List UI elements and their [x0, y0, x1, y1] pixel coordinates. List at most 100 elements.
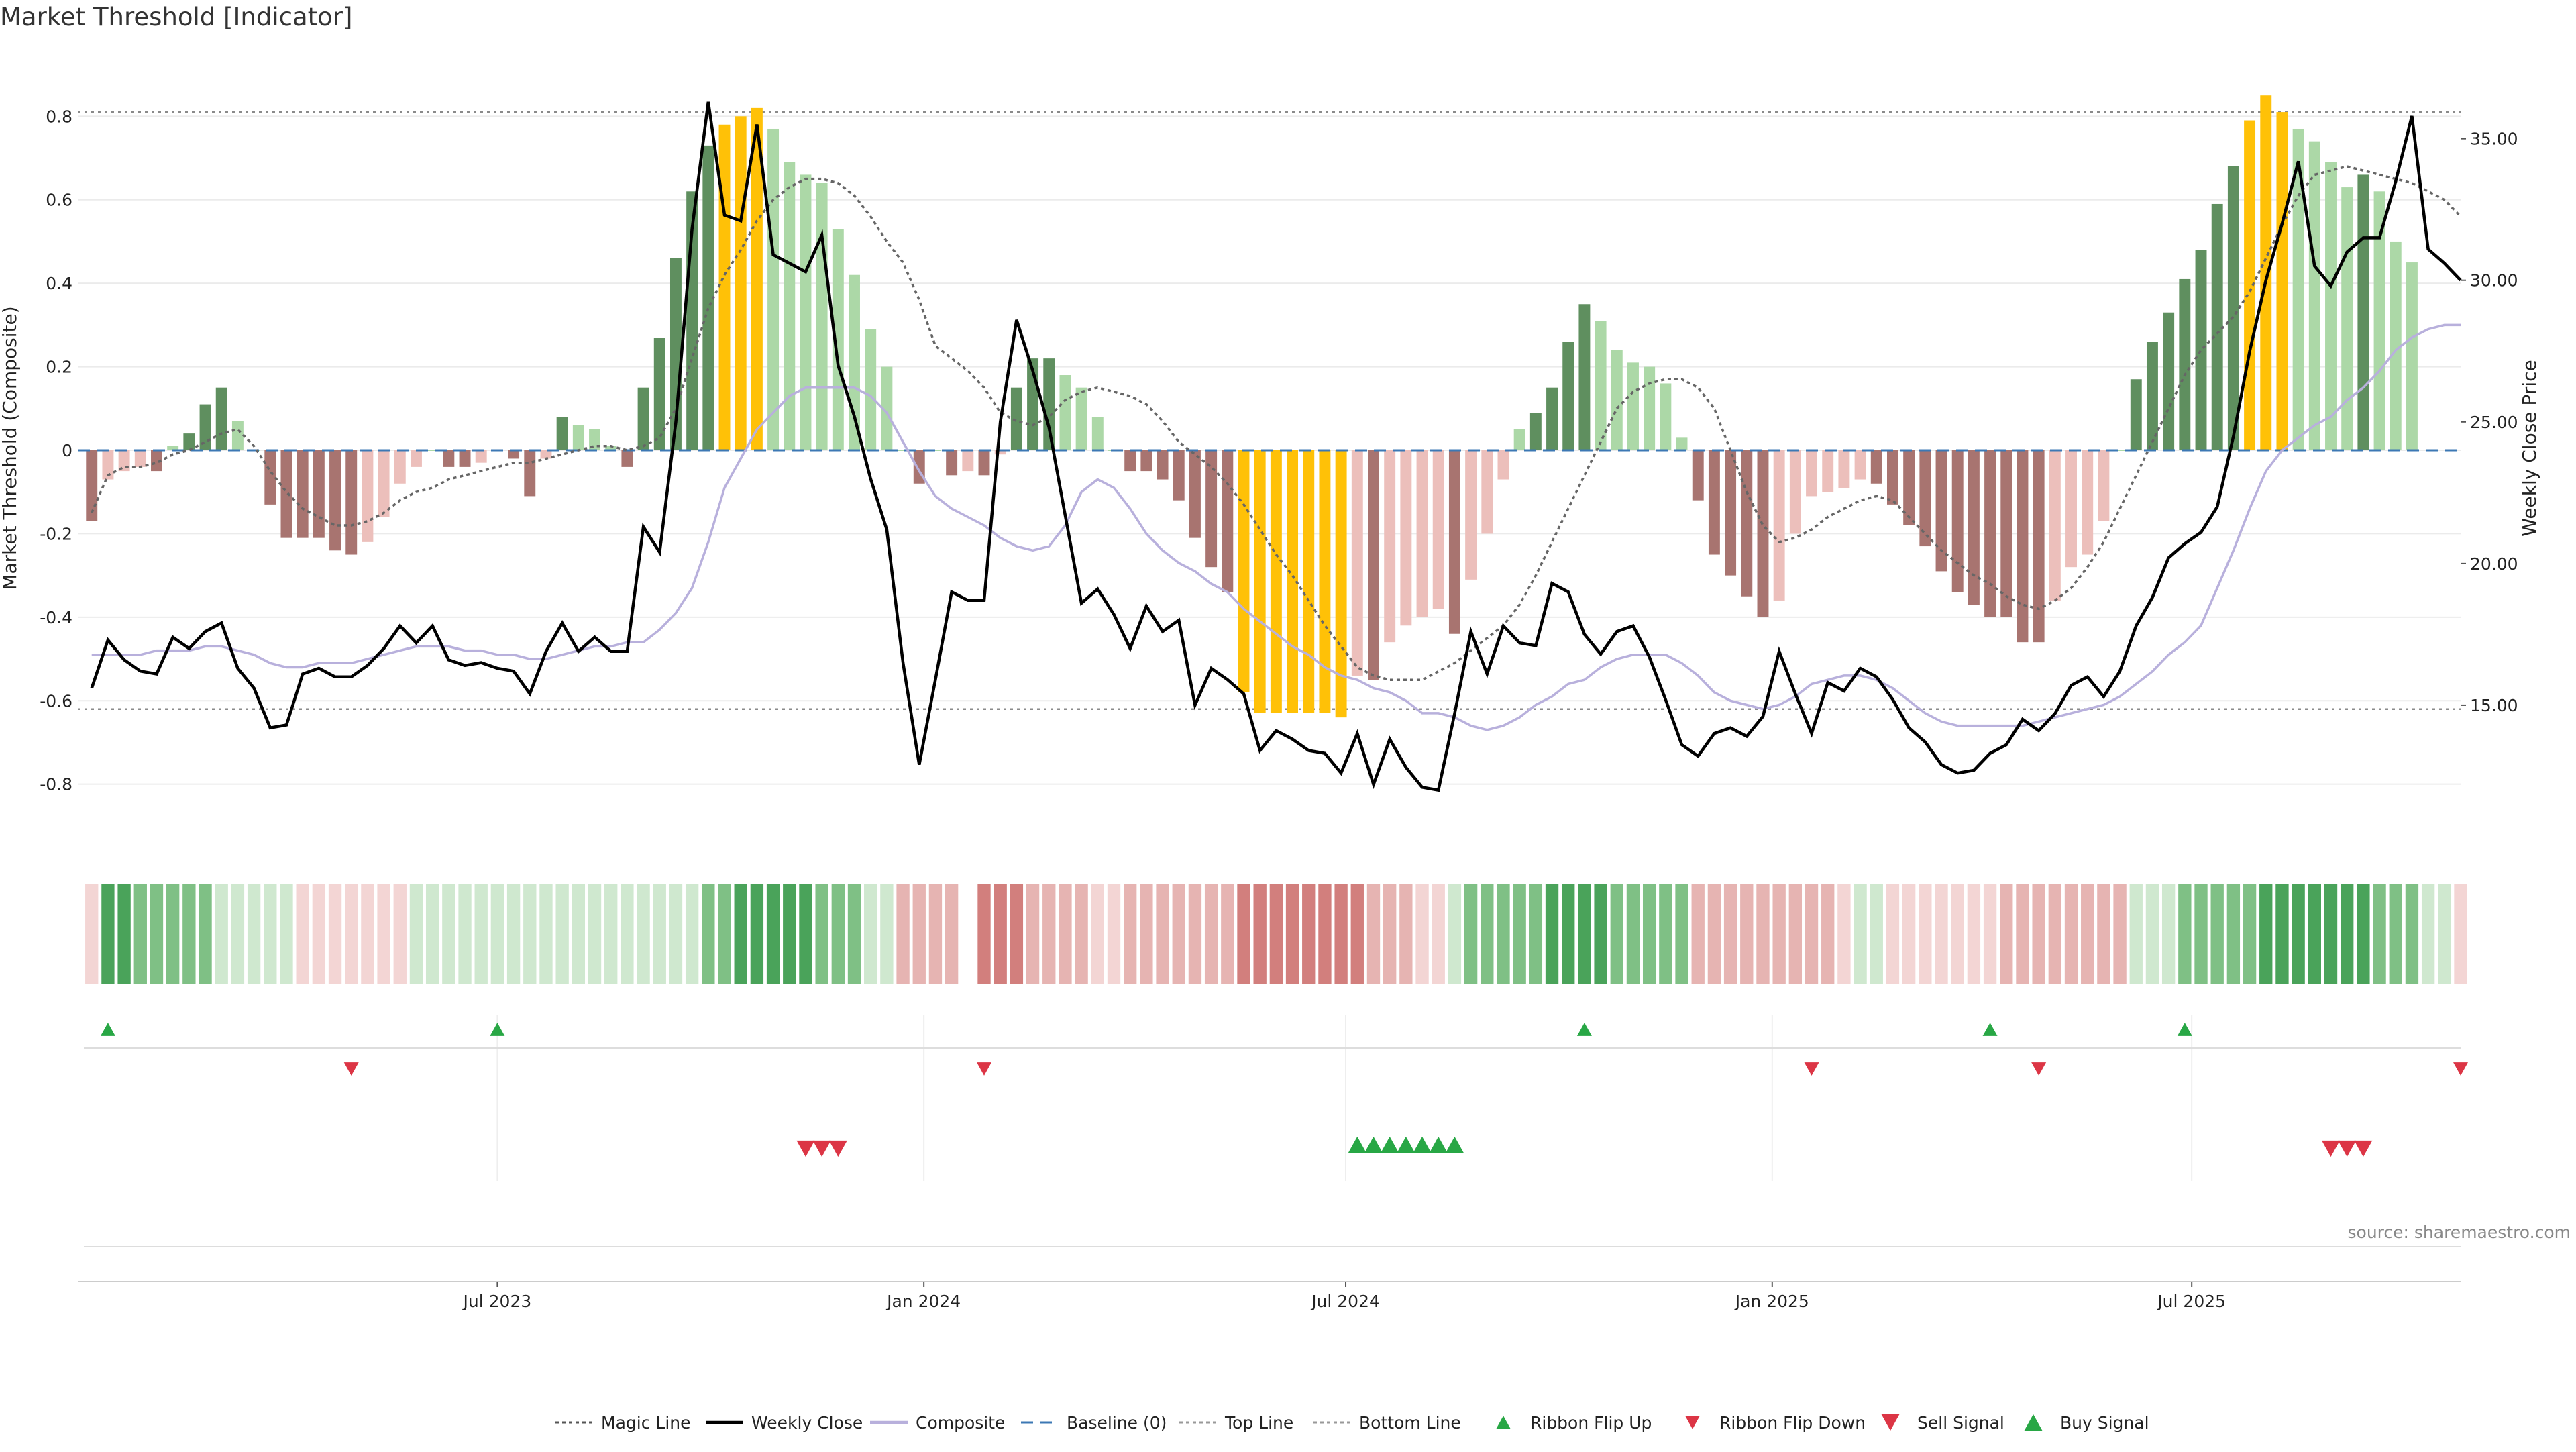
ribbon-cell	[880, 884, 894, 984]
ribbon-cell	[1626, 884, 1640, 984]
ribbon-cell	[199, 884, 212, 984]
ribbon-cell	[2373, 884, 2386, 984]
ribbon-cell	[1269, 884, 1283, 984]
composite-bar	[946, 450, 958, 476]
composite-bar	[1157, 450, 1169, 480]
composite-bar	[1806, 450, 1817, 497]
axes: -0.8 -0.6 -0.4 -0.2 0 0.2 0.4 0.6 0.8 15.00 20.00 2…	[40, 107, 2518, 794]
ribbon-cell	[1805, 884, 1819, 984]
buy-signal-marker	[1397, 1136, 1415, 1153]
legend-marker-icon	[1685, 1416, 1700, 1429]
ribbon-cell	[1497, 884, 1510, 984]
sell-signal-marker	[2354, 1140, 2373, 1157]
composite-bar	[475, 450, 487, 463]
composite-bar	[1725, 450, 1737, 576]
composite-bar	[378, 450, 390, 517]
composite-bar	[1676, 437, 1688, 450]
ribbon-cell	[653, 884, 666, 984]
ribbon-cell	[425, 884, 439, 984]
legend-marker-icon	[1496, 1416, 1511, 1429]
composite-bar	[459, 450, 471, 467]
series-lines	[78, 101, 2462, 792]
composite-bar	[264, 450, 276, 505]
composite-bar	[102, 450, 114, 480]
ribbon-cell	[296, 884, 309, 984]
composite-bar	[2211, 203, 2223, 450]
composite-bar	[1595, 321, 1607, 450]
composite-bar	[1903, 450, 1915, 525]
ribbon-cell	[361, 884, 374, 984]
composite-bar	[1124, 450, 1136, 472]
composite-bar	[1432, 450, 1444, 609]
composite-bar	[2114, 450, 2126, 451]
ribbon-cell	[766, 884, 780, 984]
signal-panel	[84, 1136, 2461, 1247]
y-tick-label: 0.8	[46, 107, 72, 126]
ribbon-cell	[1172, 884, 1185, 984]
ribbon-cell	[1513, 884, 1526, 984]
ribbon-cell	[1578, 884, 1591, 984]
composite-bar	[718, 124, 731, 451]
composite-bar	[1091, 417, 1104, 450]
composite-bar	[1497, 450, 1509, 480]
ribbon-cell	[117, 884, 131, 984]
composite-bar	[199, 404, 211, 450]
ribbon-cell	[1156, 884, 1169, 984]
ribbon-cell	[2259, 884, 2273, 984]
ribbon-cell	[928, 884, 943, 984]
ribbon-cell	[264, 884, 277, 984]
ribbon-flip-down-marker	[1804, 1062, 1819, 1076]
composite-bar	[1660, 383, 1672, 450]
ribbon-cell	[1740, 884, 1754, 984]
ribbon-cell	[2357, 884, 2370, 984]
ribbon-cell	[685, 884, 699, 984]
buy-signal-marker	[1445, 1136, 1464, 1153]
composite-bar	[1529, 413, 1542, 450]
ribbon-flip-down-marker	[2453, 1062, 2468, 1076]
composite-bar	[1886, 450, 1898, 505]
composite-bar	[897, 450, 909, 451]
composite-bar	[345, 450, 358, 555]
composite-bar	[167, 446, 179, 450]
composite-bar	[1189, 450, 1201, 538]
ribbon-cell	[474, 884, 488, 984]
ribbon-cell	[1983, 884, 1997, 984]
y-tick-label: -0.2	[40, 524, 72, 543]
ribbon-cell	[1659, 884, 1672, 984]
composite-bar	[297, 450, 309, 538]
composite-bar	[1513, 429, 1525, 450]
x-tick-label: Jul 2025	[2156, 1292, 2226, 1311]
y-tick-label: -0.6	[40, 691, 72, 711]
composite-bar	[2017, 450, 2029, 643]
composite-bar	[865, 329, 877, 450]
composite-bar	[962, 450, 974, 472]
ribbon-cell	[1107, 884, 1121, 984]
sell-signal-marker	[828, 1140, 847, 1157]
ribbon-cell	[945, 884, 959, 984]
ribbon-cell	[718, 884, 731, 984]
ribbon-cell	[1334, 884, 1348, 984]
composite-bar	[832, 229, 844, 450]
composite-bar	[1140, 450, 1152, 472]
buy-signal-marker	[1429, 1136, 1448, 1153]
composite-bar	[1692, 450, 1704, 501]
composite-bar	[621, 450, 633, 467]
composite-bar	[1627, 362, 1639, 450]
composite-bar	[1789, 450, 1801, 534]
ribbon-cell	[1610, 884, 1623, 984]
ribbon-cell	[588, 884, 602, 984]
composite-bar	[572, 425, 584, 450]
ribbon-cell	[2048, 884, 2062, 984]
ribbon-cell	[2421, 884, 2435, 984]
ribbon-cell	[994, 884, 1007, 984]
ribbon-cell	[1253, 884, 1267, 984]
y2-tick-label: 20.00	[2470, 554, 2518, 574]
composite-bar	[2082, 450, 2094, 555]
ribbon-cell	[1821, 884, 1835, 984]
y2-tick-label: 15.00	[2470, 696, 2518, 715]
composite-bar	[508, 450, 520, 459]
ribbon-cell	[1366, 884, 1381, 984]
composite-bar	[2065, 450, 2077, 568]
composite-bar	[637, 387, 649, 450]
composite-bar	[784, 162, 796, 450]
